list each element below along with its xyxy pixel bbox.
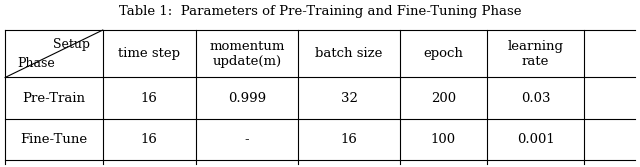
Text: 32: 32 bbox=[340, 92, 357, 105]
Text: 0.999: 0.999 bbox=[228, 92, 266, 105]
Text: Phase: Phase bbox=[17, 57, 55, 70]
Text: 0.03: 0.03 bbox=[521, 92, 550, 105]
Text: 16: 16 bbox=[340, 133, 357, 146]
Text: momentum
update(m): momentum update(m) bbox=[209, 40, 285, 68]
Text: 100: 100 bbox=[431, 133, 456, 146]
Text: Pre-Train: Pre-Train bbox=[22, 92, 85, 105]
Text: Fine-Tune: Fine-Tune bbox=[20, 133, 88, 146]
Text: batch size: batch size bbox=[316, 47, 383, 60]
Text: Table 1:  Parameters of Pre-Training and Fine-Tuning Phase: Table 1: Parameters of Pre-Training and … bbox=[119, 5, 521, 18]
Text: 200: 200 bbox=[431, 92, 456, 105]
Text: -: - bbox=[244, 133, 249, 146]
Text: epoch: epoch bbox=[424, 47, 463, 60]
Text: learning
rate: learning rate bbox=[508, 40, 564, 68]
Text: time step: time step bbox=[118, 47, 180, 60]
Text: 16: 16 bbox=[141, 92, 158, 105]
Text: 16: 16 bbox=[141, 133, 158, 146]
Text: Setup: Setup bbox=[53, 38, 90, 51]
Text: 0.001: 0.001 bbox=[517, 133, 555, 146]
